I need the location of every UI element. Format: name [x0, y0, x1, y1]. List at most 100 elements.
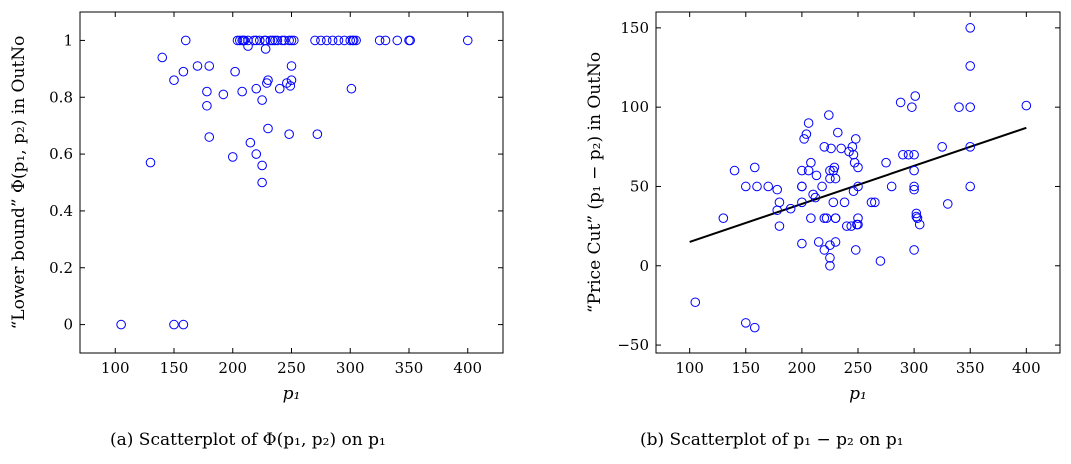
data-point [274, 83, 285, 94]
data-point [797, 197, 807, 208]
y-tick-label: −50 [617, 336, 649, 354]
y-axis-label: “Price Cut” (p₁ − p₂) in OutNo [585, 52, 605, 313]
data-point [169, 319, 179, 330]
data-point [813, 237, 824, 247]
data-point [909, 245, 919, 255]
data-point [830, 173, 841, 184]
data-point [848, 186, 859, 197]
data-point [801, 129, 812, 139]
data-point [251, 83, 262, 94]
data-point [821, 213, 832, 223]
data-point [740, 181, 751, 192]
data-point [462, 35, 473, 46]
data-point [405, 35, 415, 46]
data-point [825, 260, 835, 271]
x-tick-label: 350 [956, 359, 985, 377]
x-tick-label: 150 [160, 359, 189, 377]
y-tick-label: 100 [620, 98, 649, 116]
data-point [265, 35, 276, 46]
data-point [316, 35, 326, 46]
x-tick-label: 150 [731, 359, 760, 377]
data-point [729, 165, 740, 176]
x-tick-label: 400 [453, 359, 482, 377]
data-point [817, 181, 827, 192]
data-point [285, 81, 296, 91]
x-tick-label: 300 [336, 359, 365, 377]
data-point [803, 118, 814, 128]
x-tick-label: 100 [101, 359, 130, 377]
data-point [392, 35, 403, 46]
data-point [267, 35, 278, 46]
data-point [333, 35, 344, 46]
data-point [310, 35, 320, 46]
x-axis-label: p₁ [283, 384, 301, 404]
data-point [752, 181, 762, 192]
data-point [841, 221, 852, 231]
data-point [909, 184, 919, 195]
data-point [237, 86, 247, 97]
data-point [965, 61, 976, 71]
fit-line [689, 126, 1027, 243]
chart-b: 100 150 200 250 300 350 400 −50 0 50 100 150 p₁ “Pric… [585, 11, 1061, 404]
data-point [116, 319, 126, 330]
x-tick-label: 250 [277, 359, 306, 377]
y-tick-label: 0.2 [49, 259, 73, 277]
data-point [819, 142, 830, 152]
plot-frame [79, 11, 504, 354]
y-tick-label: 1 [63, 31, 73, 49]
data-point [260, 35, 271, 46]
data-point [277, 35, 287, 46]
data-point [886, 181, 897, 192]
data-point [690, 297, 701, 308]
data-point [870, 197, 880, 208]
data-point [169, 75, 179, 85]
chart-a: 100 150 200 250 300 350 400 0 0.2 0.4 0.6 0.8 1 p₁ “Lo… [9, 11, 504, 404]
caption-a: (a) Scatterplot of Φ(p₁, p₂) on p₁ [110, 430, 386, 450]
x-axis-label: p₁ [849, 384, 867, 404]
data-point [774, 197, 785, 208]
data-point [806, 213, 816, 223]
caption-b: (b) Scatterplot of p₁ − p₂ on p₁ [640, 430, 904, 450]
y-axis-label: “Lower bound” Φ(p₁, p₂) in OutNo [9, 36, 29, 330]
data-point [279, 35, 290, 46]
x-tick-label: 400 [1012, 359, 1041, 377]
data-point [284, 35, 294, 46]
data-point [799, 134, 809, 144]
data-point [380, 35, 391, 46]
data-point [825, 173, 835, 184]
data-point [749, 162, 760, 173]
x-tick-label: 300 [900, 359, 929, 377]
data-point [833, 127, 843, 138]
data-point [797, 181, 807, 192]
data-point [204, 132, 215, 142]
data-point [830, 213, 841, 223]
x-tick-label: 200 [218, 359, 247, 377]
data-point [866, 197, 877, 208]
data-point [797, 238, 807, 249]
data-point [875, 256, 886, 266]
data-point [909, 181, 919, 192]
data-point [830, 237, 841, 247]
data-point [965, 102, 976, 112]
data-point [811, 170, 822, 181]
data-point [853, 162, 863, 173]
data-point [239, 35, 250, 46]
data-point [803, 165, 814, 176]
data-point [230, 66, 240, 77]
data-point [286, 35, 297, 46]
data-point [903, 149, 914, 160]
y-tick-label: 0.8 [49, 88, 73, 106]
data-point [774, 221, 785, 231]
data-point [772, 184, 783, 195]
data-point [157, 52, 168, 63]
data-point [270, 35, 280, 46]
data-point [145, 157, 156, 168]
data-point [909, 165, 919, 176]
data-point [853, 219, 863, 230]
data-point [810, 192, 821, 203]
y-tick-label: 0.4 [49, 202, 73, 220]
data-point [204, 61, 215, 71]
data-point [825, 240, 835, 250]
data-point [263, 75, 273, 85]
data-point [227, 152, 238, 162]
